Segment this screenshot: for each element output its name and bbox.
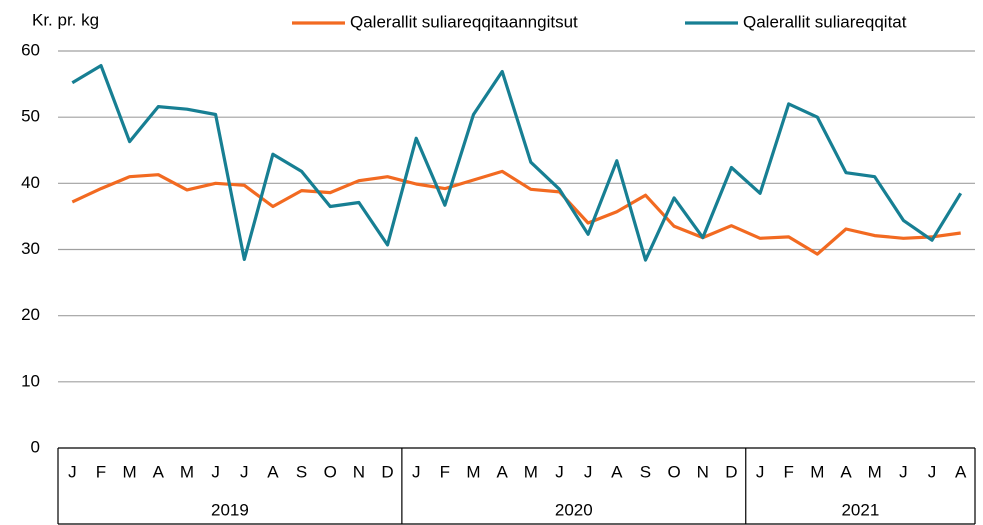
x-tick-label: M [466,462,480,481]
x-tick-label: M [868,462,882,481]
x-tick-label: F [440,462,450,481]
y-tick-label: 50 [21,107,40,126]
y-tick-label: 10 [21,371,40,390]
x-tick-label: J [928,462,937,481]
x-tick-label: S [296,462,307,481]
y-tick-label: 30 [21,239,40,258]
x-tick-label: J [240,462,249,481]
x-tick-label: M [524,462,538,481]
x-tick-label: J [756,462,765,481]
y-tick-label: 0 [31,437,40,456]
y-axis-label: Kr. pr. kg [32,10,99,29]
x-tick-label: J [68,462,77,481]
y-tick-label: 60 [21,40,40,59]
x-tick-label: O [324,462,337,481]
legend-label: Qalerallit suliareqqitat [743,12,907,31]
x-tick-label: J [412,462,421,481]
x-tick-label: J [555,462,564,481]
x-tick-label: M [180,462,194,481]
x-tick-label: A [267,462,279,481]
x-tick-label: J [899,462,908,481]
x-tick-label: A [840,462,852,481]
x-tick-label: N [697,462,709,481]
y-tick-label: 40 [21,173,40,192]
x-tick-label: J [211,462,220,481]
x-group-label: 2021 [841,500,879,519]
legend-label: Qalerallit suliareqqitaanngitsut [350,12,578,31]
series-line [71,63,963,262]
x-group-label: 2020 [555,500,593,519]
x-tick-label: M [123,462,137,481]
x-tick-label: F [784,462,794,481]
series-line [71,169,961,256]
x-group-label: 2019 [211,500,249,519]
x-tick-label: O [667,462,680,481]
x-tick-label: A [153,462,165,481]
y-tick-label: 20 [21,305,40,324]
x-tick-label: A [611,462,623,481]
x-tick-label: J [584,462,593,481]
x-tick-label: A [955,462,967,481]
x-tick-label: A [497,462,509,481]
x-tick-label: D [381,462,393,481]
x-tick-label: M [810,462,824,481]
x-tick-label: N [353,462,365,481]
x-tick-label: S [640,462,651,481]
x-tick-label: F [96,462,106,481]
x-tick-label: D [725,462,737,481]
